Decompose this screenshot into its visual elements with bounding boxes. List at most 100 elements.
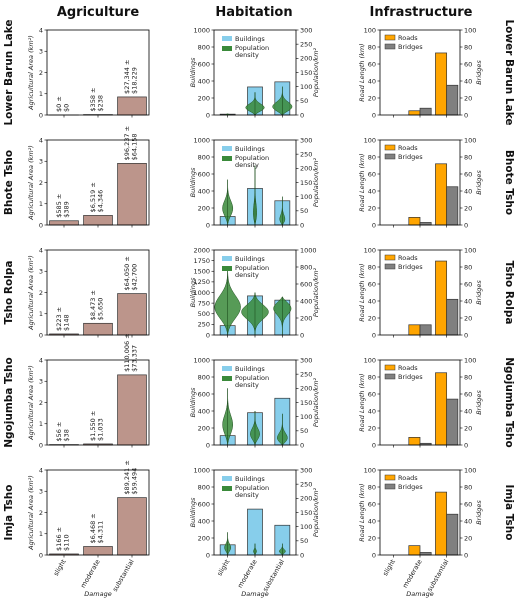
legend-label-buildings: Buildings: [235, 35, 265, 43]
agriculture-annotation: $64,158: [131, 133, 139, 160]
agriculture-bar: [117, 374, 147, 446]
habitation-ytick-label: 2000: [193, 246, 210, 254]
legend-swatch-buildings: [222, 476, 232, 481]
agriculture-annotation: $389: [63, 201, 71, 218]
roads-bar: [435, 52, 448, 116]
agriculture-ytick-label: 3: [39, 158, 43, 166]
legend-swatch-bridges: [384, 373, 396, 380]
habitation-y2label: Population/km²: [312, 377, 320, 427]
agriculture-ytick-label: 4: [39, 356, 43, 364]
legend-label-roads: Roads: [398, 474, 418, 482]
habitation-ytick-label: 600: [198, 170, 210, 178]
legend-swatch-population: [222, 156, 232, 161]
infrastructure-ytick-label: 0: [372, 331, 376, 339]
infrastructure-ytick-label: 100: [364, 136, 376, 144]
agriculture-ytick-label: 1: [39, 200, 43, 208]
habitation-y2tick-label: 0: [300, 441, 304, 449]
habitation-ytick-label: 200: [198, 204, 210, 212]
infrastructure-xlabel: Damage: [406, 590, 433, 598]
infrastructure-ytick-label: 100: [364, 466, 376, 474]
agriculture-annotation: $4,346: [97, 190, 105, 213]
legend-swatch-bridges: [384, 263, 396, 270]
roads-bar: [408, 217, 421, 226]
legend-label-population: density: [235, 491, 259, 499]
habitation-y2tick-label: 200: [300, 385, 312, 393]
infrastructure-ytick-label: 40: [368, 517, 376, 525]
habitation-ylabel: Buildings: [189, 57, 197, 87]
agriculture-xlabel: Damage: [84, 590, 111, 598]
agriculture-annotation: $89,241 ±: [123, 460, 131, 494]
legend-swatch-bridges: [384, 43, 396, 50]
infrastructure-y2tick-label: 60: [464, 500, 472, 508]
agriculture-ylabel: Agricultural Area (km²): [27, 35, 35, 111]
legend-swatch-buildings: [222, 256, 232, 261]
agriculture-ytick-label: 4: [39, 466, 43, 474]
infrastructure-ytick-label: 100: [364, 26, 376, 34]
infrastructure-ytick-label: 20: [368, 534, 376, 542]
row-title-left: Tsho Rolpa: [3, 261, 15, 325]
habitation-ytick-label: 800: [198, 373, 210, 381]
infrastructure-ytick-label: 0: [372, 111, 376, 119]
legend-swatch-roads: [384, 254, 396, 261]
legend-label-population: density: [235, 381, 259, 389]
agriculture-bar: [117, 497, 147, 556]
bridges-bar: [446, 398, 459, 446]
habitation-y2tick-label: 150: [300, 179, 312, 187]
agriculture-annotation: $56 ±: [55, 422, 63, 442]
habitation-y2tick-label: 0: [300, 331, 304, 339]
legend-label-buildings: Buildings: [235, 255, 265, 263]
agriculture-annotation: $0 ±: [55, 96, 63, 112]
column-title-infrastructure: Infrastructure: [370, 5, 473, 20]
infrastructure-ytick-label: 0: [372, 221, 376, 229]
infrastructure-y2tick-label: 40: [464, 517, 472, 525]
habitation-y2tick-label: 0: [300, 221, 304, 229]
infrastructure-ylabel: Road Length (km): [358, 153, 366, 211]
habitation-ylabel: Buildings: [189, 167, 197, 197]
agriculture-bar: [83, 215, 113, 226]
habitation-ytick-label: 1000: [193, 466, 210, 474]
habitation-xtick-label: moderate: [236, 558, 259, 589]
habitation-y2tick-label: 50: [300, 207, 308, 215]
habitation-y2tick-label: 250: [300, 150, 312, 158]
infrastructure-y2tick-label: 20: [464, 94, 472, 102]
row-title-right: Ngojumba Tsho: [503, 357, 515, 448]
agriculture-ytick-label: 3: [39, 378, 43, 386]
habitation-ytick-label: 400: [198, 407, 210, 415]
legend-swatch-bridges: [384, 483, 396, 490]
habitation-y2tick-label: 200: [300, 495, 312, 503]
habitation-ytick-label: 1500: [193, 268, 210, 276]
habitation-xlabel: Damage: [241, 590, 268, 598]
habitation-y2tick-label: 0: [300, 551, 304, 559]
infrastructure-ylabel: Road Length (km): [358, 43, 366, 101]
agriculture-annotation: $0: [63, 104, 71, 112]
habitation-y2tick-label: 300: [300, 26, 312, 34]
habitation-ytick-label: 250: [198, 321, 210, 329]
infrastructure-y2tick-label: 40: [464, 407, 472, 415]
legend-label-roads: Roads: [398, 254, 418, 262]
legend-swatch-roads: [384, 474, 396, 481]
infrastructure-y2tick-label: 80: [464, 483, 472, 491]
habitation-ytick-label: 600: [198, 390, 210, 398]
legend-label-population: Population: [235, 374, 269, 382]
infrastructure-ylabel: Road Length (km): [358, 373, 366, 431]
legend-label-bridges: Bridges: [398, 483, 423, 491]
row-title-right: Imja Tsho: [503, 485, 515, 541]
infrastructure-ylabel: Road Length (km): [358, 483, 366, 541]
infrastructure-y2tick-label: 80: [464, 263, 472, 271]
legend-label-roads: Roads: [398, 364, 418, 372]
agriculture-annotation: $110: [63, 534, 71, 551]
infrastructure-y2tick-label: 40: [464, 297, 472, 305]
legend-label-buildings: Buildings: [235, 145, 265, 153]
bridges-bar: [419, 324, 432, 336]
agriculture-ylabel: Agricultural Area (km²): [27, 475, 35, 551]
row-title-right: Bhote Tsho: [503, 150, 515, 215]
infrastructure-ytick-label: 80: [368, 153, 376, 161]
agriculture-ytick-label: 2: [39, 289, 43, 297]
agriculture-annotation: $6,519 ±: [89, 182, 97, 212]
infrastructure-y2tick-label: 60: [464, 390, 472, 398]
agriculture-bar: [117, 96, 147, 116]
agriculture-annotation: $8,473 ±: [89, 290, 97, 320]
infrastructure-ytick-label: 60: [368, 500, 376, 508]
infrastructure-y2tick-label: 20: [464, 314, 472, 322]
infrastructure-y2tick-label: 100: [464, 356, 476, 364]
